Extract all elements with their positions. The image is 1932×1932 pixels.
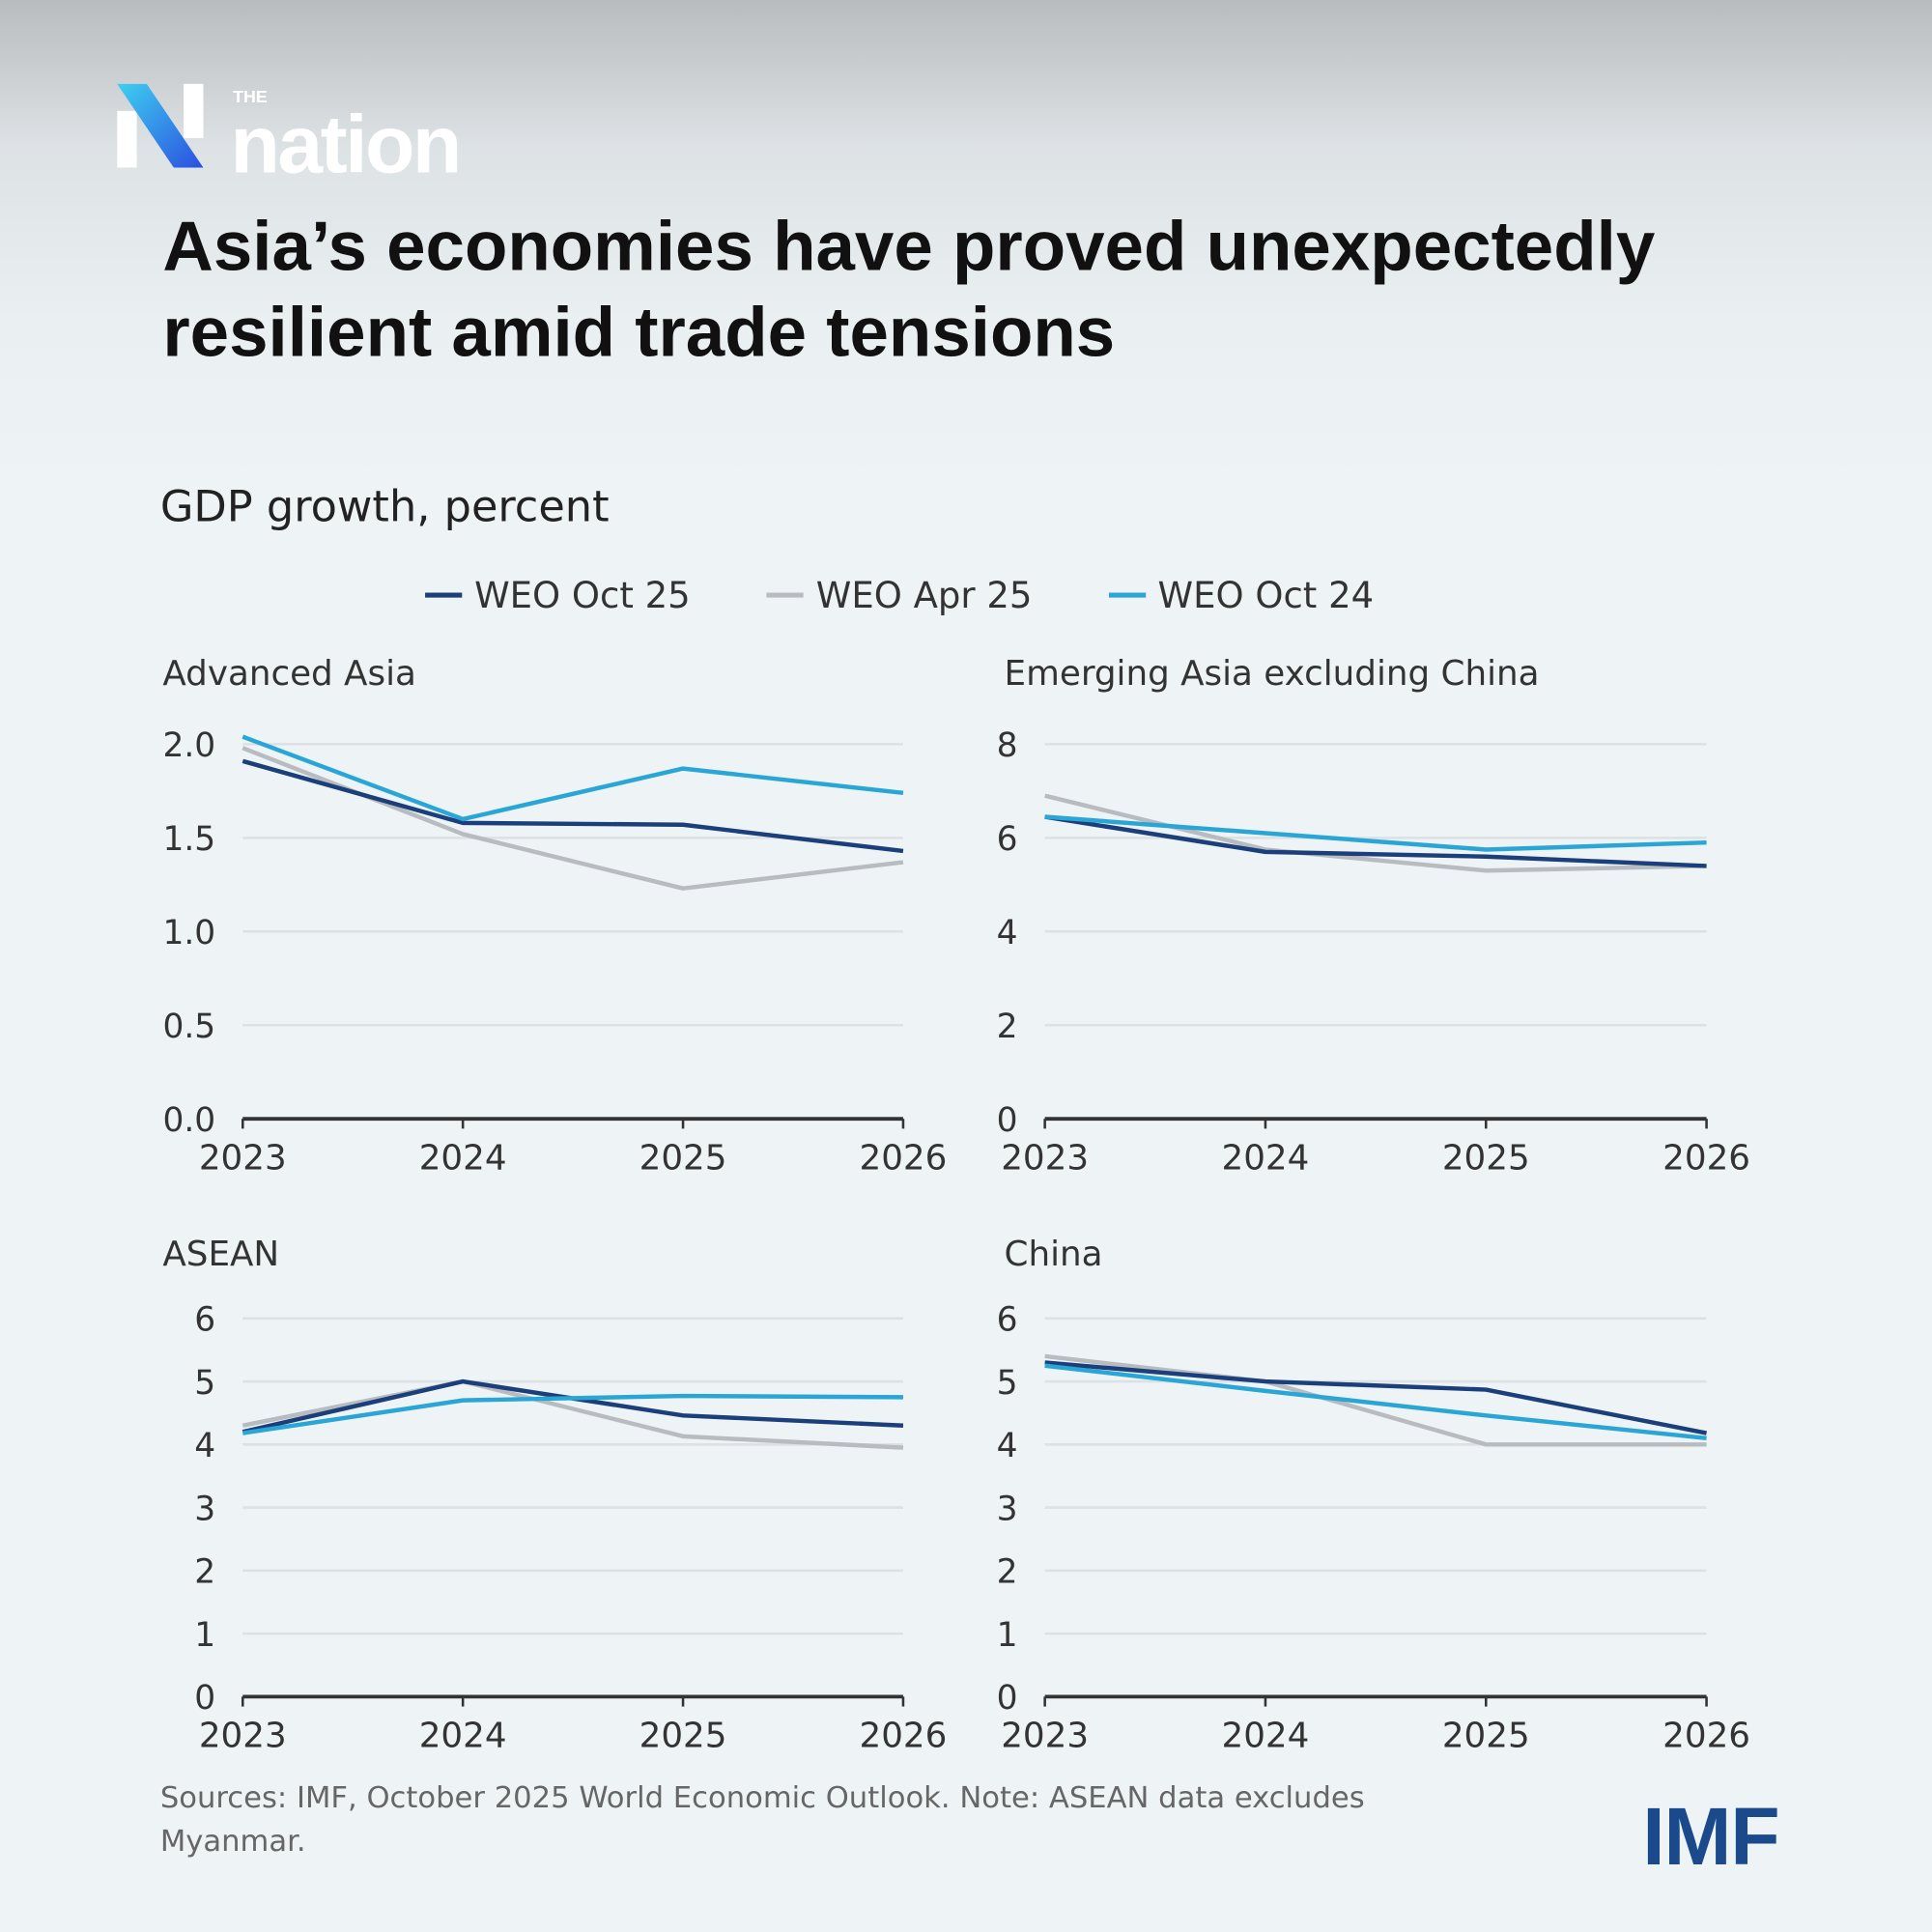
y-tick-label: 0: [997, 1101, 1018, 1140]
legend: WEO Oct 25 WEO Apr 25 WEO Oct 24: [425, 574, 1450, 616]
the-nation-logo: THE nation: [117, 83, 462, 185]
panel-title: ASEAN: [162, 1235, 279, 1274]
y-tick-label: 2: [194, 1553, 215, 1592]
x-tick-label: 2025: [639, 1138, 727, 1178]
legend-label: WEO Oct 24: [1157, 574, 1375, 616]
y-tick-label: 4: [997, 1427, 1018, 1465]
x-tick-label: 2023: [199, 1717, 287, 1756]
imf-logo: IMF: [1642, 1790, 1779, 1882]
logo-word: nation: [230, 99, 463, 190]
x-tick-label: 2023: [1001, 1138, 1089, 1178]
y-tick-label: 6: [194, 1301, 215, 1340]
legend-item-oct24: WEO Oct 24: [1108, 574, 1375, 616]
series-line-weo-oct-24: [1044, 814, 1707, 852]
y-tick-label: 5: [997, 1364, 1018, 1403]
legend-swatch: [766, 592, 805, 598]
legend-label: WEO Oct 25: [474, 574, 691, 616]
source-note: Sources: IMF, October 2025 World Economi…: [159, 1780, 1365, 1859]
panel-title: Emerging Asia excluding China: [1005, 654, 1540, 694]
x-tick-label: 2023: [1001, 1717, 1089, 1756]
x-tick-label: 2024: [419, 1138, 507, 1178]
panel-china: China 0 1 2 3 4 5 6 2023 2024 2025 2026: [997, 1235, 1750, 1756]
y-tick-label: 2.0: [162, 726, 215, 765]
y-tick-label: 0: [997, 1679, 1018, 1718]
logo-the: THE: [233, 86, 268, 106]
n-logo-icon: [117, 83, 204, 168]
y-tick-label: 2: [997, 1008, 1018, 1046]
series-line-weo-oct-24: [242, 734, 904, 822]
y-tick-label: 4: [194, 1427, 215, 1465]
x-tick-label: 2024: [419, 1717, 507, 1756]
y-tick-label: 2: [997, 1553, 1018, 1592]
x-tick-label: 2026: [1662, 1717, 1750, 1756]
legend-item-apr25: WEO Apr 25: [766, 574, 1033, 616]
y-tick-label: 1.0: [162, 914, 215, 952]
y-tick-label: 6: [997, 1301, 1018, 1340]
x-tick-label: 2026: [860, 1717, 948, 1756]
series-line-weo-apr-25: [242, 746, 904, 891]
series-line-weo-apr-25: [1044, 793, 1707, 873]
y-tick-label: 1: [997, 1616, 1018, 1655]
y-tick-label: 8: [997, 726, 1018, 765]
panel-advanced-asia: Advanced Asia 0.0 0.5 1.0 1.5 2.0 2023 2024 2025…: [162, 654, 947, 1178]
chart-subtitle: GDP growth, percent: [159, 482, 610, 533]
y-tick-label: 3: [194, 1490, 215, 1528]
panel-asean: ASEAN 0 1 2 3 4 5 6 2023 2024 2025 2026: [162, 1235, 947, 1756]
panel-title: Advanced Asia: [162, 654, 416, 694]
x-tick-label: 2025: [1442, 1717, 1530, 1756]
panel-emerging-asia-excluding-china: Emerging Asia excluding China 0 2 4 6 8 2023 20…: [997, 654, 1750, 1178]
y-tick-label: 0: [194, 1679, 215, 1718]
series-line-weo-apr-25: [1044, 1353, 1707, 1447]
y-tick-label: 4: [997, 914, 1018, 952]
x-tick-label: 2024: [1222, 1717, 1310, 1756]
x-tick-label: 2026: [1662, 1138, 1750, 1178]
headline: Asia’s economies have proved unexpectedl…: [162, 207, 1656, 373]
series-line-weo-oct-24: [242, 1393, 903, 1435]
series-line-weo-oct-25: [1044, 814, 1707, 868]
x-tick-label: 2026: [860, 1138, 948, 1178]
x-tick-label: 2023: [199, 1138, 287, 1178]
y-tick-label: 0.5: [162, 1008, 215, 1046]
series-line-weo-oct-25: [242, 758, 904, 854]
legend-swatch: [425, 592, 463, 598]
y-tick-label: 1.5: [162, 820, 215, 859]
legend-label: WEO Apr 25: [815, 574, 1033, 616]
y-tick-label: 3: [997, 1490, 1018, 1528]
y-tick-label: 0.0: [162, 1101, 215, 1140]
x-tick-label: 2024: [1222, 1138, 1310, 1178]
legend-item-oct25: WEO Oct 25: [425, 574, 691, 616]
x-tick-label: 2025: [1442, 1138, 1530, 1178]
legend-swatch: [1108, 592, 1146, 598]
y-tick-label: 1: [194, 1616, 215, 1655]
series-line-weo-oct-25: [1044, 1360, 1708, 1435]
y-tick-label: 5: [194, 1364, 215, 1403]
y-tick-label: 6: [997, 820, 1018, 859]
series-line-weo-oct-24: [1044, 1363, 1707, 1441]
panel-title: China: [1005, 1235, 1103, 1274]
x-tick-label: 2025: [639, 1717, 727, 1756]
series-line-weo-apr-25: [242, 1378, 904, 1450]
